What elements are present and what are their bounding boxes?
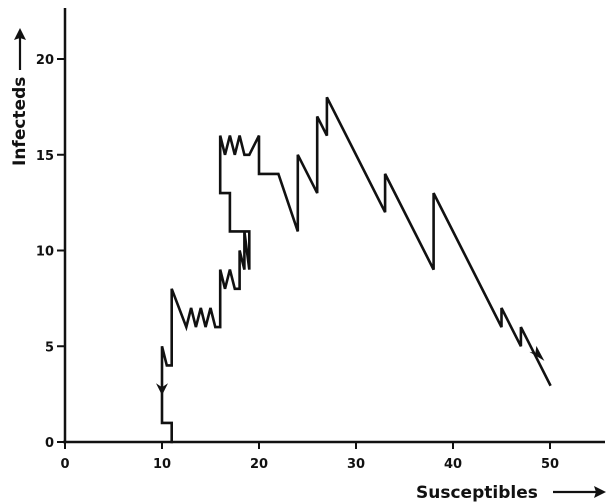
y-tick-label: 10	[36, 245, 54, 260]
y-axis: 0 5 10 15 20	[36, 8, 67, 451]
y-tick-label: 15	[36, 149, 54, 164]
direction-arrow	[529, 345, 545, 361]
trajectory-line	[160, 96, 552, 444]
y-tick-label: 0	[45, 436, 54, 451]
direction-arrow	[156, 383, 168, 396]
y-tick-label: 5	[45, 340, 54, 355]
x-tick-labels: 0 10 20 30 40 50	[60, 457, 559, 472]
x-axis: 0 10 20 30 40 50	[60, 440, 605, 472]
y-tick-labels: 0 5 10 15 20	[36, 53, 54, 451]
series-layer	[160, 96, 552, 444]
x-axis-title-arrow	[553, 486, 606, 498]
y-tick-label: 20	[36, 53, 54, 68]
x-ticks	[64, 442, 551, 449]
x-tick-label: 20	[250, 457, 268, 472]
x-tick-label: 30	[347, 457, 365, 472]
x-tick-label: 0	[60, 457, 69, 472]
x-axis-title-group: Susceptibles	[416, 483, 606, 503]
y-axis-title: Infecteds	[10, 77, 30, 166]
x-axis-title: Susceptibles	[416, 483, 538, 503]
direction-arrows	[156, 345, 545, 396]
y-ticks	[57, 58, 65, 443]
x-tick-label: 40	[444, 457, 462, 472]
y-axis-title-group: Infecteds	[10, 28, 30, 166]
y-axis-title-arrow	[14, 28, 26, 70]
x-tick-label: 10	[153, 457, 171, 472]
x-tick-label: 50	[541, 457, 559, 472]
